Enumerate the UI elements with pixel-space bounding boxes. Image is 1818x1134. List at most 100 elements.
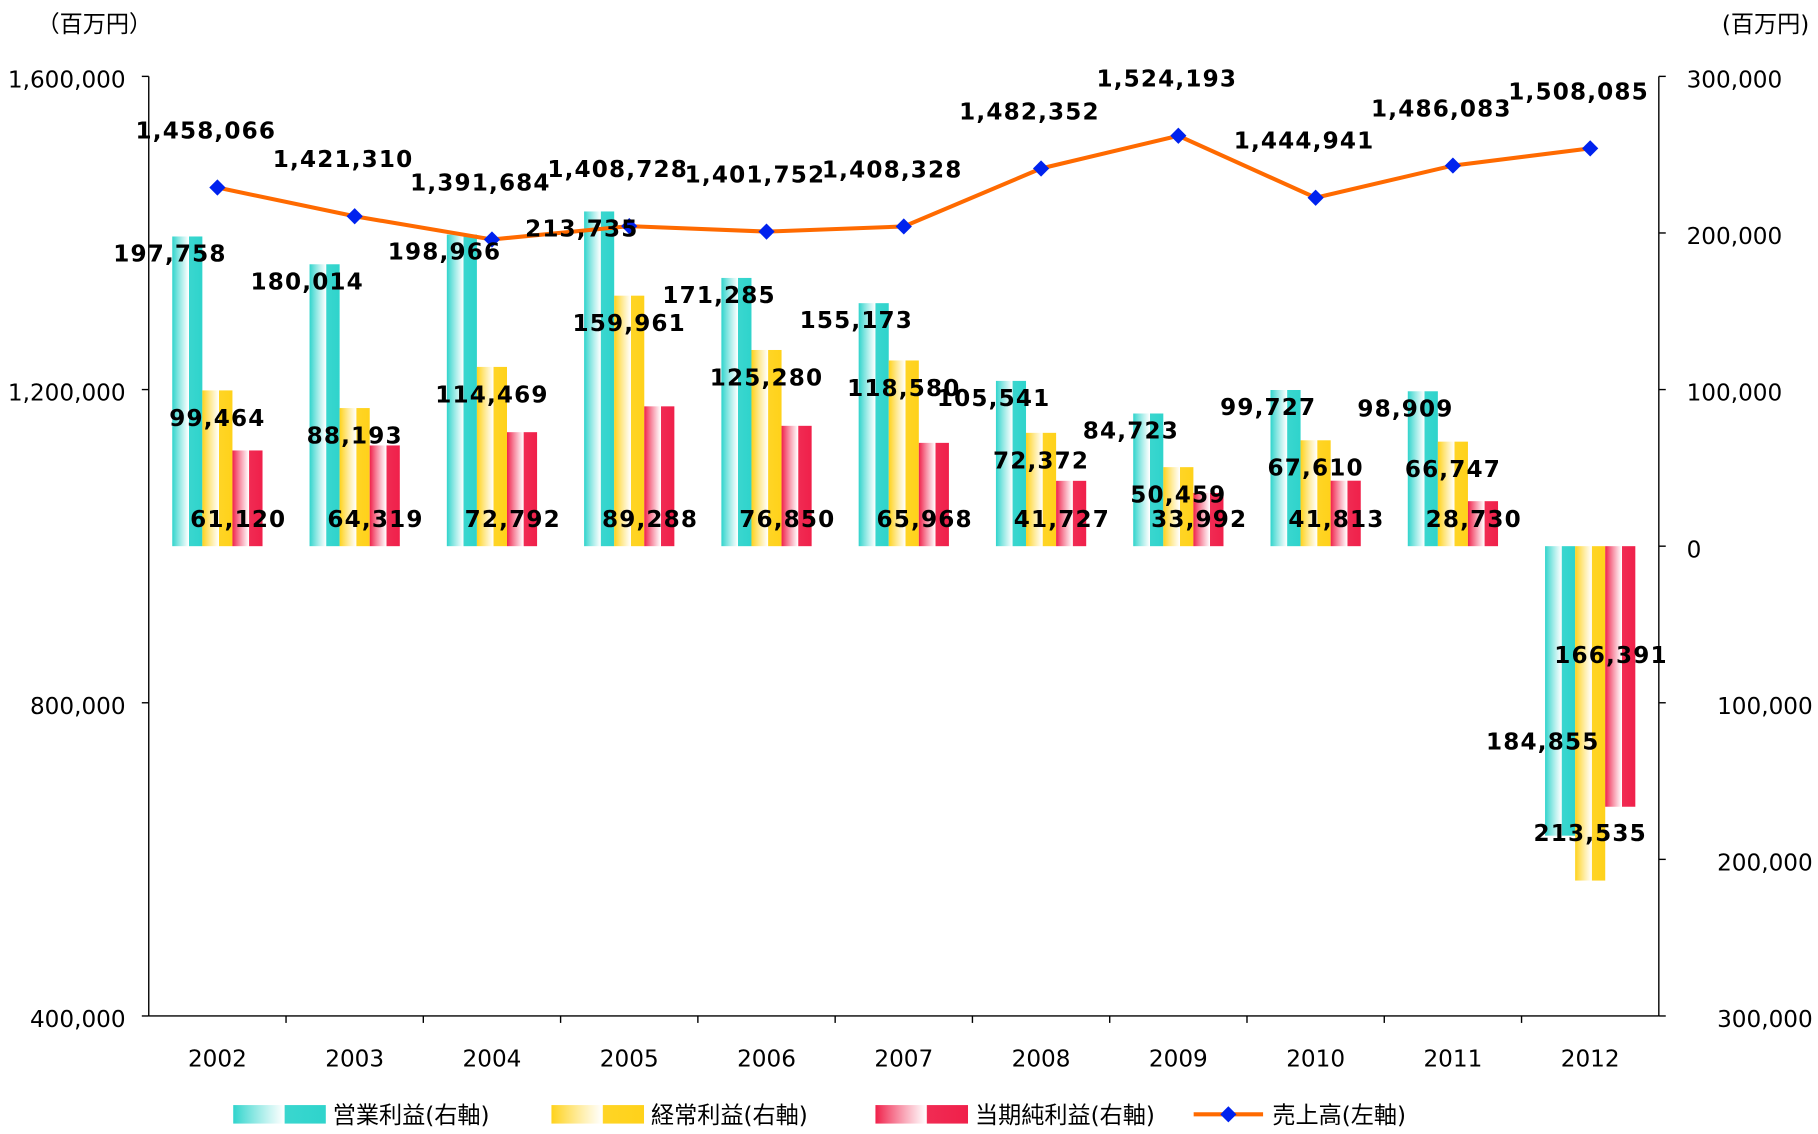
marker bbox=[483, 231, 501, 248]
data-label: 41,813 bbox=[1288, 507, 1384, 533]
y-tick-label: 1,200,000 bbox=[8, 381, 126, 407]
marker bbox=[1307, 189, 1324, 206]
data-label: 66,747 bbox=[1405, 457, 1501, 483]
bar bbox=[644, 406, 675, 547]
legend-swatch bbox=[551, 1105, 645, 1124]
data-label: 198,966 bbox=[388, 240, 501, 266]
data-label: 67,610 bbox=[1268, 456, 1364, 482]
data-label: 1,444,941 bbox=[1234, 129, 1375, 155]
x-tick-label: 2009 bbox=[1149, 1046, 1208, 1072]
x-tick-label: 2004 bbox=[463, 1046, 522, 1072]
data-label: 33,992 bbox=[1151, 507, 1247, 533]
data-label: 76,850 bbox=[739, 507, 835, 533]
legend-label: 売上高(左軸) bbox=[1272, 1103, 1406, 1129]
data-label: 171,285 bbox=[662, 283, 775, 309]
x-tick-label: 2012 bbox=[1561, 1046, 1620, 1072]
bar bbox=[858, 303, 889, 547]
legend-label: 営業利益(右軸) bbox=[333, 1103, 490, 1129]
y2-tick-label: 300,000 bbox=[1687, 68, 1783, 94]
data-label: 88,193 bbox=[307, 423, 403, 449]
data-label: 41,727 bbox=[1014, 507, 1110, 533]
x-tick-label: 2010 bbox=[1286, 1046, 1345, 1072]
data-label: 213,735 bbox=[525, 216, 638, 242]
marker bbox=[895, 218, 912, 235]
data-label: 213,535 bbox=[1533, 821, 1646, 847]
x-tick-label: 2011 bbox=[1423, 1046, 1482, 1072]
data-label: 1,508,085 bbox=[1508, 79, 1649, 105]
x-tick-label: 2005 bbox=[600, 1046, 659, 1072]
bar bbox=[1605, 546, 1636, 807]
bar bbox=[1467, 501, 1499, 547]
bar bbox=[172, 236, 203, 547]
y2-tick-label: 300,000 bbox=[1717, 1007, 1813, 1033]
data-label: 184,855 bbox=[1486, 730, 1599, 756]
bar bbox=[309, 264, 340, 547]
marker bbox=[1032, 160, 1050, 177]
data-label: 1,524,193 bbox=[1096, 67, 1237, 93]
bar bbox=[369, 445, 400, 547]
marker bbox=[621, 218, 638, 235]
y-tick-label: 800,000 bbox=[30, 694, 126, 720]
data-label: 61,120 bbox=[190, 507, 286, 533]
data-label: 1,391,684 bbox=[410, 170, 551, 196]
data-label: 98,909 bbox=[1357, 396, 1453, 422]
data-label: 197,758 bbox=[113, 241, 226, 267]
data-label: 72,792 bbox=[465, 507, 561, 533]
y2-tick-label: 100,000 bbox=[1717, 694, 1813, 720]
bar bbox=[506, 432, 538, 547]
data-label: 84,723 bbox=[1083, 419, 1179, 445]
x-tick-label: 2003 bbox=[325, 1046, 384, 1072]
data-label: 28,730 bbox=[1426, 507, 1522, 533]
marker bbox=[1444, 157, 1462, 174]
y-tick-label: 1,600,000 bbox=[8, 68, 126, 94]
bar bbox=[1056, 480, 1087, 547]
bar bbox=[995, 380, 1027, 547]
legend-swatch bbox=[233, 1105, 326, 1124]
y2-tick-label: 200,000 bbox=[1717, 851, 1813, 877]
bar bbox=[1407, 391, 1438, 547]
legend-label: 経常利益(右軸) bbox=[651, 1103, 808, 1129]
bar bbox=[918, 442, 949, 547]
x-tick-label: 2008 bbox=[1012, 1046, 1071, 1072]
data-label: 125,280 bbox=[710, 365, 823, 391]
data-label: 1,421,310 bbox=[273, 147, 414, 173]
bar bbox=[751, 349, 782, 547]
bar bbox=[339, 408, 370, 547]
data-label: 114,469 bbox=[435, 382, 548, 408]
marker bbox=[758, 223, 775, 240]
bar bbox=[1575, 546, 1606, 881]
data-label: 1,401,752 bbox=[685, 163, 826, 189]
bar bbox=[1545, 546, 1576, 836]
x-tick-label: 2002 bbox=[188, 1046, 247, 1072]
legend-swatch bbox=[1220, 1106, 1237, 1123]
bar bbox=[721, 277, 752, 547]
legend-swatch bbox=[875, 1105, 969, 1124]
bar bbox=[781, 425, 812, 547]
data-label: 155,173 bbox=[800, 308, 913, 334]
data-label: 50,459 bbox=[1130, 483, 1226, 509]
y-axis-label: （百万円） bbox=[37, 12, 153, 38]
marker bbox=[346, 208, 363, 225]
y2-tick-label: 200,000 bbox=[1687, 224, 1783, 250]
bar bbox=[584, 211, 615, 547]
bar bbox=[1193, 492, 1224, 547]
marker bbox=[1170, 127, 1187, 144]
bar bbox=[446, 234, 477, 547]
data-label: 1,408,728 bbox=[547, 157, 688, 183]
data-label: 1,482,352 bbox=[959, 99, 1100, 125]
data-label: 166,391 bbox=[1554, 643, 1667, 669]
bar bbox=[1026, 432, 1057, 547]
bar bbox=[888, 360, 919, 547]
bar bbox=[1300, 440, 1331, 547]
bar bbox=[1163, 467, 1194, 547]
data-label: 1,458,066 bbox=[136, 118, 277, 144]
data-label: 180,014 bbox=[251, 269, 364, 295]
bar bbox=[1270, 389, 1301, 547]
bar bbox=[1133, 413, 1164, 547]
data-label: 118,580 bbox=[847, 376, 960, 402]
y2-axis-label: (百万円) bbox=[1722, 12, 1809, 38]
bar bbox=[476, 366, 507, 547]
y2-tick-label: 100,000 bbox=[1687, 381, 1783, 407]
